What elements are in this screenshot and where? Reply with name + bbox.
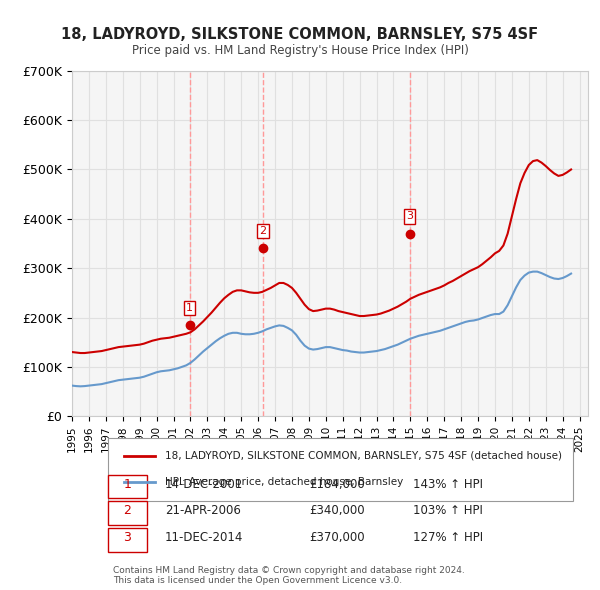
Text: 2: 2 [123, 504, 131, 517]
Text: 3: 3 [406, 211, 413, 221]
Text: 127% ↑ HPI: 127% ↑ HPI [413, 531, 482, 544]
Text: Contains HM Land Registry data © Crown copyright and database right 2024.
This d: Contains HM Land Registry data © Crown c… [113, 566, 465, 585]
Text: 18, LADYROYD, SILKSTONE COMMON, BARNSLEY, S75 4SF (detached house): 18, LADYROYD, SILKSTONE COMMON, BARNSLEY… [165, 451, 562, 461]
Text: 1: 1 [123, 477, 131, 490]
Text: 21-APR-2006: 21-APR-2006 [165, 504, 241, 517]
Text: £184,000: £184,000 [310, 477, 365, 490]
Text: 3: 3 [123, 531, 131, 544]
Text: 14-DEC-2001: 14-DEC-2001 [165, 477, 243, 490]
Text: £370,000: £370,000 [310, 531, 365, 544]
Text: HPI: Average price, detached house, Barnsley: HPI: Average price, detached house, Barn… [165, 477, 403, 487]
Text: 11-DEC-2014: 11-DEC-2014 [165, 531, 243, 544]
Text: 1: 1 [186, 303, 193, 313]
FancyBboxPatch shape [108, 438, 572, 502]
FancyBboxPatch shape [108, 502, 147, 525]
Text: Price paid vs. HM Land Registry's House Price Index (HPI): Price paid vs. HM Land Registry's House … [131, 44, 469, 57]
Text: 18, LADYROYD, SILKSTONE COMMON, BARNSLEY, S75 4SF: 18, LADYROYD, SILKSTONE COMMON, BARNSLEY… [61, 27, 539, 41]
FancyBboxPatch shape [108, 474, 147, 498]
Text: £340,000: £340,000 [310, 504, 365, 517]
Text: 103% ↑ HPI: 103% ↑ HPI [413, 504, 482, 517]
FancyBboxPatch shape [108, 528, 147, 552]
Text: 143% ↑ HPI: 143% ↑ HPI [413, 477, 482, 490]
Text: 2: 2 [260, 226, 267, 236]
